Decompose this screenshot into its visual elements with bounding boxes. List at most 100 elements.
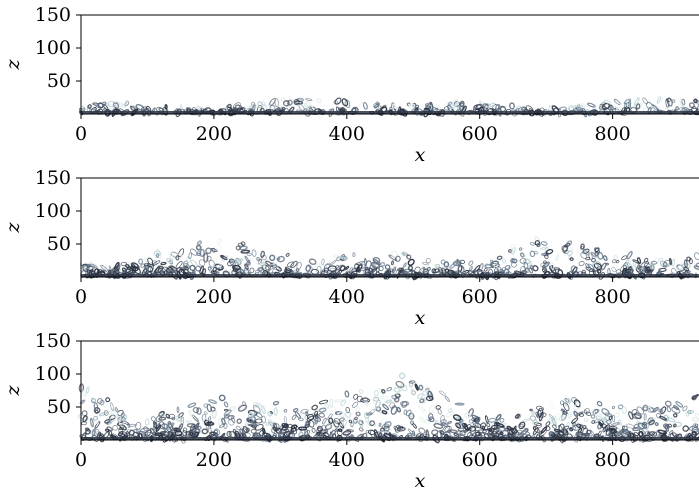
flow-structure bbox=[590, 409, 596, 415]
flow-structure bbox=[334, 97, 342, 105]
flow-structure bbox=[691, 423, 696, 430]
flow-structure bbox=[621, 255, 628, 261]
flow-structure bbox=[114, 268, 120, 275]
flow-structure bbox=[310, 268, 320, 275]
flow-structure bbox=[227, 419, 235, 426]
flow-structure bbox=[567, 250, 573, 257]
flow-structure bbox=[378, 388, 384, 395]
flow-structure bbox=[484, 264, 494, 269]
flow-structure bbox=[187, 402, 197, 408]
flow-structure bbox=[447, 101, 453, 106]
flow-structure bbox=[223, 408, 229, 412]
flow-structure bbox=[567, 411, 572, 420]
x-tick-label: 400 bbox=[329, 449, 365, 471]
flow-structure bbox=[423, 409, 429, 419]
flow-structure bbox=[199, 248, 205, 258]
flow-structure bbox=[300, 409, 309, 414]
flow-structure bbox=[106, 103, 115, 110]
flow-structure bbox=[245, 259, 251, 267]
flow-structure bbox=[443, 261, 450, 268]
flow-structure bbox=[216, 238, 222, 246]
flow-structure bbox=[285, 252, 290, 257]
flow-structure bbox=[274, 98, 279, 108]
flow-structure bbox=[316, 98, 322, 104]
flow-structure bbox=[153, 421, 157, 429]
flow-structure bbox=[333, 418, 341, 425]
flow-structure bbox=[612, 259, 617, 264]
flow-structure bbox=[113, 100, 120, 107]
flow-structure bbox=[189, 423, 196, 432]
flow-structure bbox=[410, 420, 414, 425]
flow-structure bbox=[233, 102, 241, 110]
flow-structure bbox=[297, 417, 304, 421]
flow-structure bbox=[346, 412, 351, 421]
flow-structure bbox=[518, 421, 526, 430]
flow-structure bbox=[109, 408, 116, 415]
flow-structure bbox=[327, 413, 333, 421]
x-tick-label: 0 bbox=[75, 123, 87, 145]
flow-structure bbox=[201, 413, 207, 422]
flow-structure bbox=[663, 414, 670, 423]
flow-structure bbox=[645, 270, 649, 274]
flow-structure bbox=[562, 410, 568, 415]
x-axis-label-1: x bbox=[415, 144, 426, 166]
x-tick-label: 800 bbox=[594, 286, 630, 308]
flow-structure bbox=[85, 386, 90, 394]
flow-structure bbox=[657, 270, 662, 275]
flow-structure bbox=[151, 260, 157, 265]
flow-structure bbox=[91, 397, 97, 403]
flow-structure bbox=[569, 257, 574, 261]
flow-structure bbox=[440, 422, 446, 427]
flow-structure bbox=[355, 411, 361, 417]
flow-structure bbox=[549, 401, 555, 410]
flow-structure bbox=[437, 408, 442, 415]
flow-structure bbox=[387, 268, 394, 273]
flow-structure bbox=[373, 103, 378, 109]
flow-structure bbox=[235, 425, 241, 431]
flow-structure bbox=[540, 241, 548, 246]
flow-structure bbox=[236, 418, 242, 424]
flow-structure bbox=[317, 427, 322, 432]
flow-structure bbox=[81, 390, 87, 397]
flow-structure bbox=[620, 265, 627, 273]
flow-structure bbox=[689, 258, 693, 265]
flow-structure bbox=[654, 257, 662, 263]
flow-structure bbox=[398, 372, 406, 380]
flow-structure bbox=[205, 247, 212, 255]
flow-structure bbox=[344, 390, 350, 398]
flow-structure bbox=[621, 406, 627, 414]
panel-1: 0 200 400 600 800 50 100 150 x z bbox=[2, 4, 699, 166]
y-tick-label: 150 bbox=[35, 167, 71, 189]
flow-structure bbox=[370, 261, 381, 269]
flow-structure bbox=[533, 422, 541, 427]
flow-structure bbox=[552, 424, 557, 429]
flow-structure bbox=[657, 96, 661, 104]
flow-structure bbox=[523, 261, 529, 270]
flow-structure bbox=[272, 264, 280, 271]
flow-structure bbox=[663, 262, 668, 267]
flow-structure bbox=[182, 427, 188, 433]
y-tick-label: 100 bbox=[35, 37, 71, 59]
flow-structure bbox=[92, 102, 100, 106]
flow-structure bbox=[671, 406, 681, 414]
flow-structure bbox=[296, 261, 302, 270]
flow-structure bbox=[135, 104, 145, 111]
flow-structure bbox=[479, 100, 486, 106]
flow-structure bbox=[147, 257, 154, 265]
flow-structure bbox=[144, 418, 150, 426]
flow-structure bbox=[652, 431, 658, 437]
flow-structure bbox=[439, 390, 446, 396]
flow-structure bbox=[337, 107, 347, 112]
flow-structure bbox=[652, 406, 659, 413]
flow-structure bbox=[516, 263, 522, 270]
flow-structure bbox=[112, 102, 120, 109]
flow-structure bbox=[265, 421, 270, 427]
flow-structure bbox=[464, 269, 470, 275]
flow-structure bbox=[337, 428, 343, 432]
flow-structure bbox=[239, 245, 248, 251]
flow-structure bbox=[418, 427, 426, 435]
flow-structure bbox=[386, 387, 392, 392]
flow-structure bbox=[213, 429, 218, 434]
flow-structure bbox=[130, 262, 140, 269]
flow-structure bbox=[617, 419, 622, 426]
